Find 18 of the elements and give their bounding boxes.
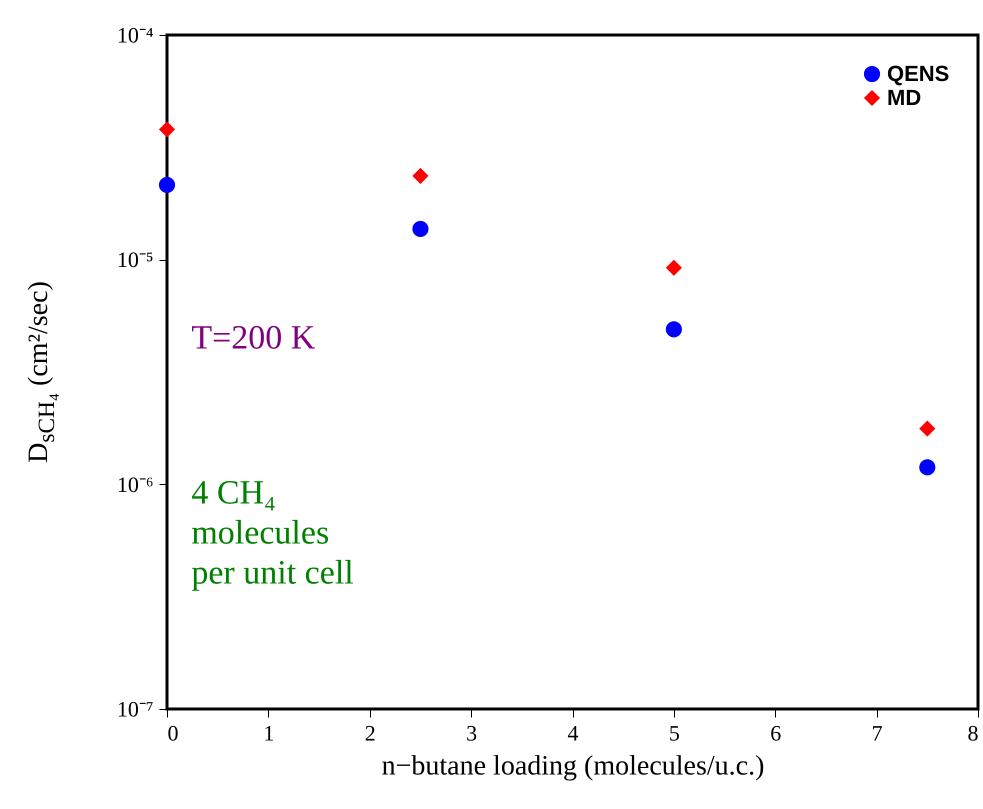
legend-label: MD (887, 85, 922, 110)
x-tick-label: 6 (770, 720, 782, 746)
y-tick-label: 10⁻⁵ (116, 247, 154, 272)
x-tick-label: 0 (168, 720, 178, 746)
y-tick-label: 10⁻⁶ (116, 472, 154, 497)
x-tick-label: 3 (466, 720, 478, 746)
annotation: T=200 K (191, 319, 316, 356)
x-tick-label: 1 (263, 720, 274, 746)
x-tick-label: 7 (872, 720, 883, 746)
x-tick-label: 2 (364, 720, 376, 746)
annotation: 4 CH₄ molecules per unit cell (191, 474, 354, 592)
x-axis-title: n−butane loading (molecules/u.c.) (382, 750, 764, 782)
legend-label: QENS (887, 61, 950, 86)
x-tick-label: 4 (568, 720, 578, 746)
y-tick-label: 10⁻⁴ (116, 22, 154, 48)
x-tick-label: 8 (968, 720, 978, 746)
y-tick-label: 10⁻⁷ (116, 696, 154, 722)
x-tick-label: 5 (668, 720, 680, 746)
